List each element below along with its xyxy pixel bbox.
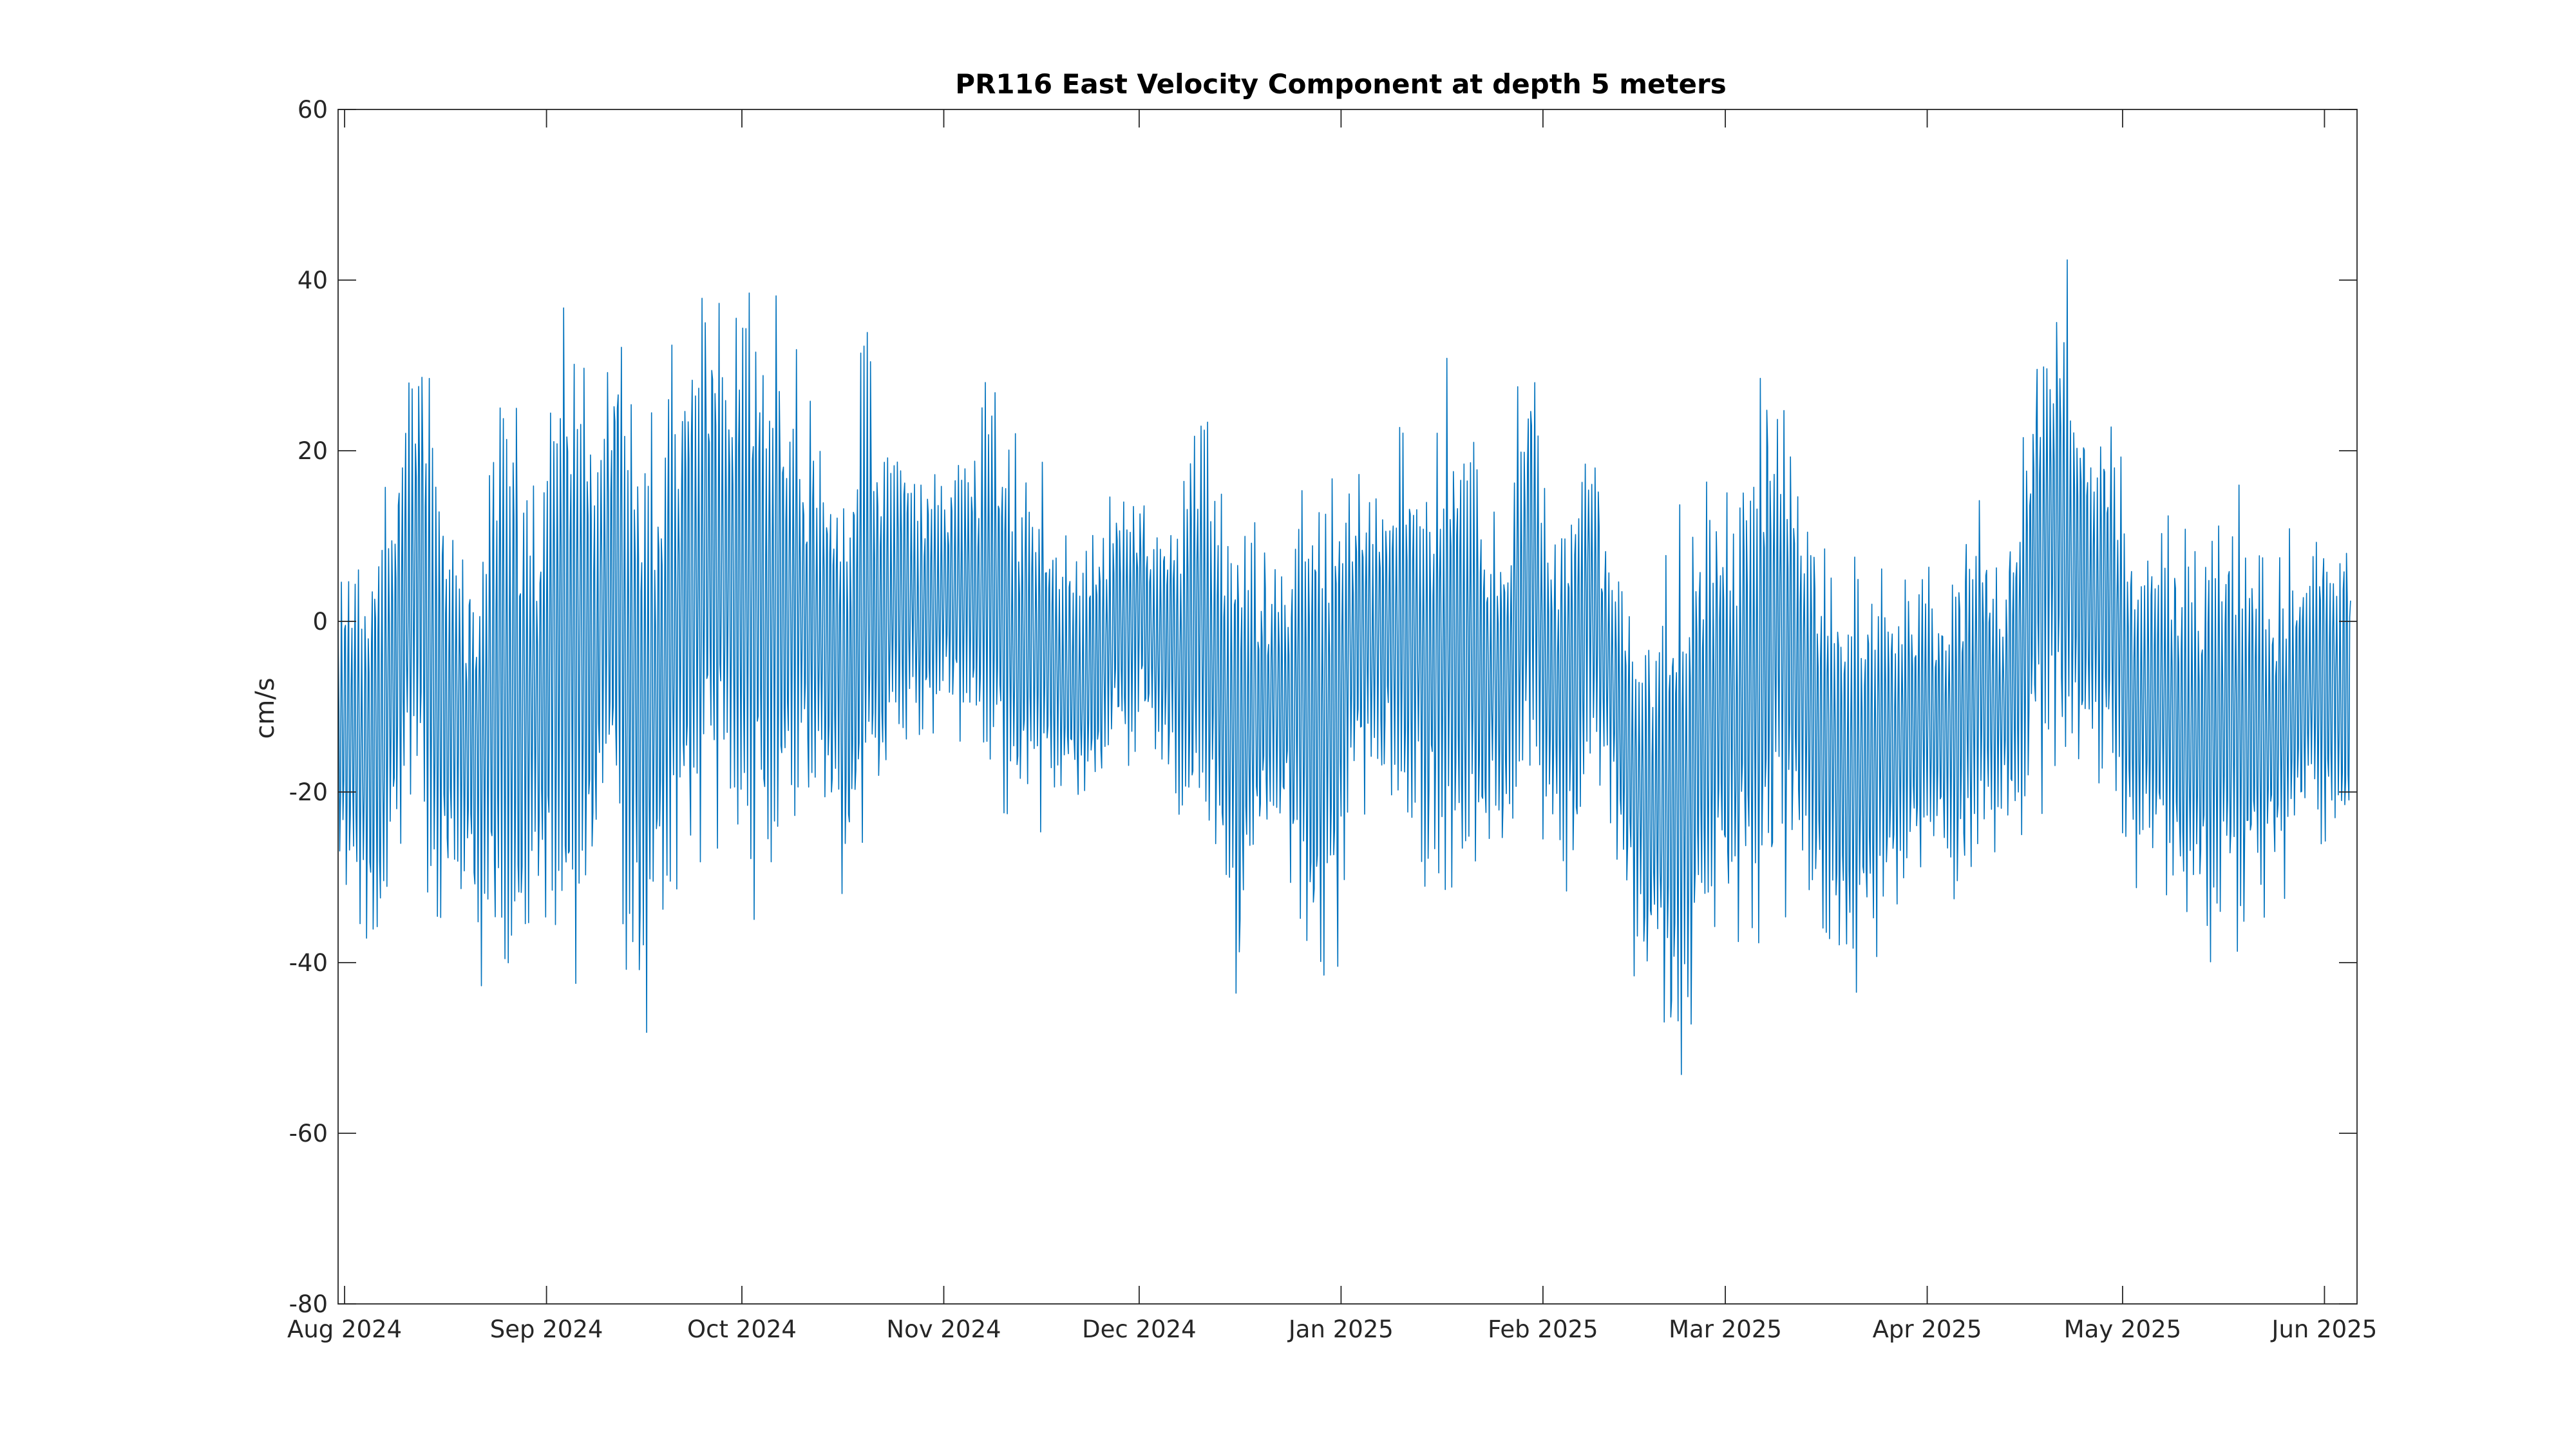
x-tick-label: Apr 2025	[1873, 1315, 1982, 1343]
x-tick-label: Jun 2025	[2271, 1315, 2378, 1343]
x-tick-label: Mar 2025	[1669, 1315, 1782, 1343]
x-tick-label: Oct 2024	[687, 1315, 797, 1343]
y-tick-label: -40	[289, 949, 328, 977]
x-tick-label: Aug 2024	[287, 1315, 402, 1343]
chart-title: PR116 East Velocity Component at depth 5…	[955, 68, 1726, 100]
series-east-velocity	[337, 259, 2351, 1075]
x-tick-label: Jan 2025	[1287, 1315, 1394, 1343]
x-tick-label: Nov 2024	[886, 1315, 1001, 1343]
y-tick-label: 20	[298, 437, 328, 465]
plot-area-frame	[337, 109, 2358, 1305]
y-axis-label: cm/s	[251, 677, 280, 739]
y-tick-label: 60	[298, 96, 328, 124]
series-line	[337, 259, 2351, 1075]
y-tick-label: 0	[312, 608, 328, 636]
y-tick-label: 40	[298, 267, 328, 294]
x-tick-label: Sep 2024	[490, 1315, 603, 1343]
y-axis: 60 40 20 0 -20 -40 -60 -80	[289, 96, 2357, 1318]
y-tick-label: -80	[289, 1290, 328, 1318]
y-tick-label: -20	[289, 778, 328, 806]
x-axis: Aug 2024 Sep 2024 Oct 2024 Nov 2024 Dec 2024…	[287, 109, 2377, 1343]
y-tick-label: -60	[289, 1120, 328, 1147]
x-tick-label: Dec 2024	[1082, 1315, 1197, 1343]
x-tick-label: Feb 2025	[1488, 1315, 1598, 1343]
x-tick-label: May 2025	[2064, 1315, 2181, 1343]
